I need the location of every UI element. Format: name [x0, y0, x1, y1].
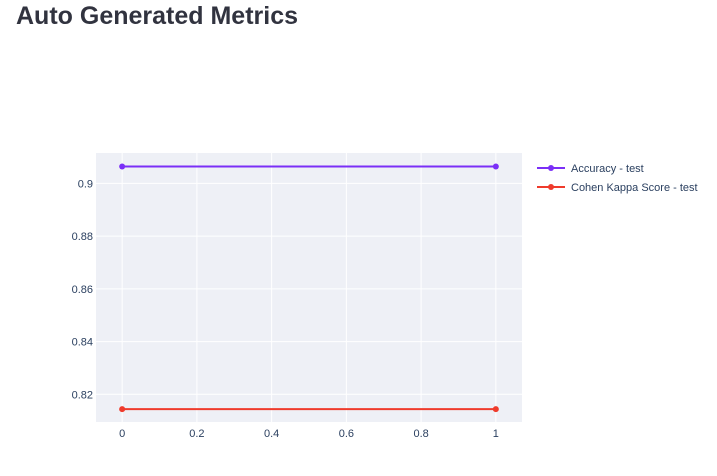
- x-axis-tick-labels: 0 0.2 0.4 0.6 0.8 1: [119, 428, 499, 440]
- legend-item[interactable]: Cohen Kappa Score - test: [537, 182, 698, 194]
- x-tick-label: 0.2: [189, 428, 204, 440]
- plot-background: [96, 153, 522, 422]
- y-tick-label: 0.88: [72, 231, 93, 243]
- data-point[interactable]: [119, 406, 126, 413]
- legend-label: Cohen Kappa Score - test: [571, 182, 698, 194]
- legend-label: Accuracy - test: [571, 163, 644, 175]
- page-title: Auto Generated Metrics: [16, 2, 299, 30]
- legend-swatch-marker: [548, 165, 554, 171]
- data-point[interactable]: [492, 406, 499, 413]
- y-tick-label: 0.82: [72, 389, 93, 401]
- y-tick-label: 0.86: [72, 284, 93, 296]
- y-grid-lines: [96, 182, 522, 395]
- legend-swatch-marker: [548, 184, 554, 190]
- legend[interactable]: Accuracy - test Cohen Kappa Score - test: [537, 163, 698, 194]
- y-tick-label: 0.84: [72, 337, 93, 349]
- series-layer: [119, 163, 499, 413]
- data-point[interactable]: [119, 163, 126, 170]
- x-tick-label: 1: [493, 428, 499, 440]
- x-tick-label: 0: [119, 428, 125, 440]
- x-tick-label: 0.4: [264, 428, 279, 440]
- y-axis-tick-labels: 0.82 0.84 0.86 0.88 0.9: [72, 178, 93, 401]
- legend-item[interactable]: Accuracy - test: [537, 163, 644, 175]
- x-tick-label: 0.6: [339, 428, 354, 440]
- x-tick-label: 0.8: [413, 428, 428, 440]
- data-point[interactable]: [492, 163, 499, 170]
- x-grid-lines: [121, 153, 497, 422]
- y-tick-label: 0.9: [78, 178, 93, 190]
